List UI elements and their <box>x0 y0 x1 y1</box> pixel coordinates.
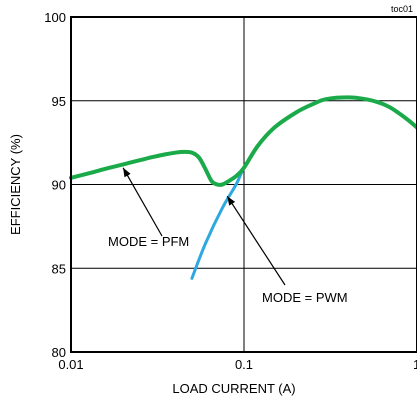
annotation-arrowhead-1 <box>227 196 236 206</box>
y-tick-label-0: 80 <box>52 345 66 360</box>
chart-id-label: toc01 <box>391 4 413 14</box>
series-line-0 <box>190 95 417 280</box>
annotation-label-1: MODE = PWM <box>262 290 348 305</box>
annotation-arrowhead-0 <box>123 167 131 178</box>
y-axis-label: EFFICIENCY (%) <box>8 134 23 235</box>
y-tick-label-3: 95 <box>52 94 66 109</box>
plot-frame <box>70 16 417 353</box>
y-tick-label-4: 100 <box>44 10 66 25</box>
series-line-1 <box>69 95 417 187</box>
annotations: MODE = PFM MODE = PWM <box>108 167 348 305</box>
series-lines <box>69 95 417 280</box>
annotation-arrow-0 <box>122 167 163 237</box>
x-axis-label: LOAD CURRENT (A) <box>172 381 295 396</box>
annotation-arrow-1 <box>226 195 286 286</box>
x-tick-label-2: 1 <box>413 357 417 372</box>
x-tick-label-0: 0.01 <box>58 357 83 372</box>
annotation-label-0: MODE = PFM <box>108 234 189 249</box>
tick-labels: 80 85 90 95 100 0.01 0.1 1 <box>44 10 417 372</box>
y-tick-label-1: 85 <box>52 261 66 276</box>
x-tick-label-1: 0.1 <box>235 357 253 372</box>
grid <box>70 16 417 353</box>
y-tick-label-2: 90 <box>52 178 66 193</box>
